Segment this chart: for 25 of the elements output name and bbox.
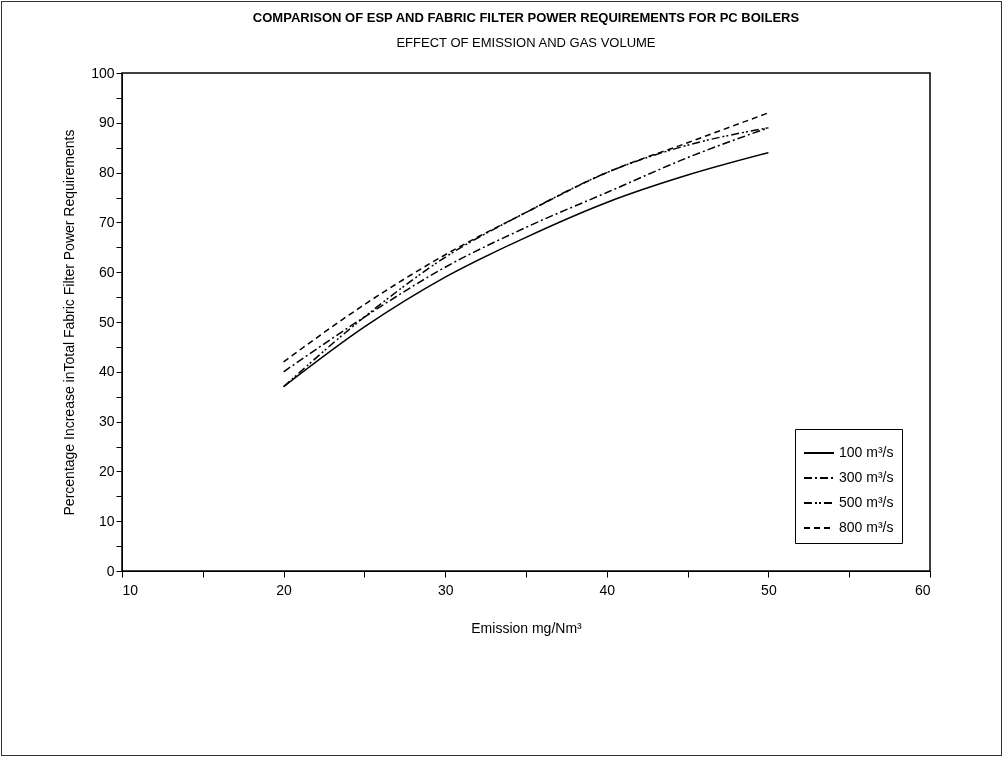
- x-tick-label: 20: [276, 581, 293, 598]
- chart-subtitle: EFFECT OF EMISSION AND GAS VOLUME: [396, 35, 656, 50]
- x-tick-label: 40: [599, 581, 616, 598]
- x-tick-label: 30: [437, 581, 454, 598]
- y-tick-label: 20: [98, 462, 115, 479]
- y-tick-label: 80: [98, 164, 115, 181]
- y-tick-label: 50: [98, 313, 115, 330]
- y-axis-title: Percentage Increase inTotal Fabric Filter Power Requirements: [61, 129, 78, 516]
- chart-title: COMPARISON OF ESP AND FABRIC FILTER POWER REQUIREMENTS FOR PC BOILERS: [252, 10, 800, 25]
- x-tick-label: 60: [914, 581, 931, 598]
- x-tick-label: 10: [122, 581, 139, 598]
- y-tick-label: 0: [106, 562, 115, 579]
- y-tick-label: 100: [91, 64, 115, 81]
- legend-label: 800 m³/s: [839, 519, 894, 535]
- y-tick-label: 30: [98, 413, 115, 430]
- y-tick-label: 90: [98, 114, 115, 131]
- x-axis-title: Emission mg/Nm³: [471, 619, 583, 636]
- legend-label: 300 m³/s: [839, 469, 894, 485]
- y-tick-label: 10: [98, 512, 115, 529]
- y-tick-label: 70: [98, 213, 115, 230]
- y-tick-label: 60: [98, 263, 115, 280]
- y-tick-label: 40: [98, 363, 115, 380]
- x-tick-label: 50: [761, 581, 777, 598]
- legend-label: 500 m³/s: [839, 494, 894, 510]
- legend-label: 100 m³/s: [839, 444, 894, 460]
